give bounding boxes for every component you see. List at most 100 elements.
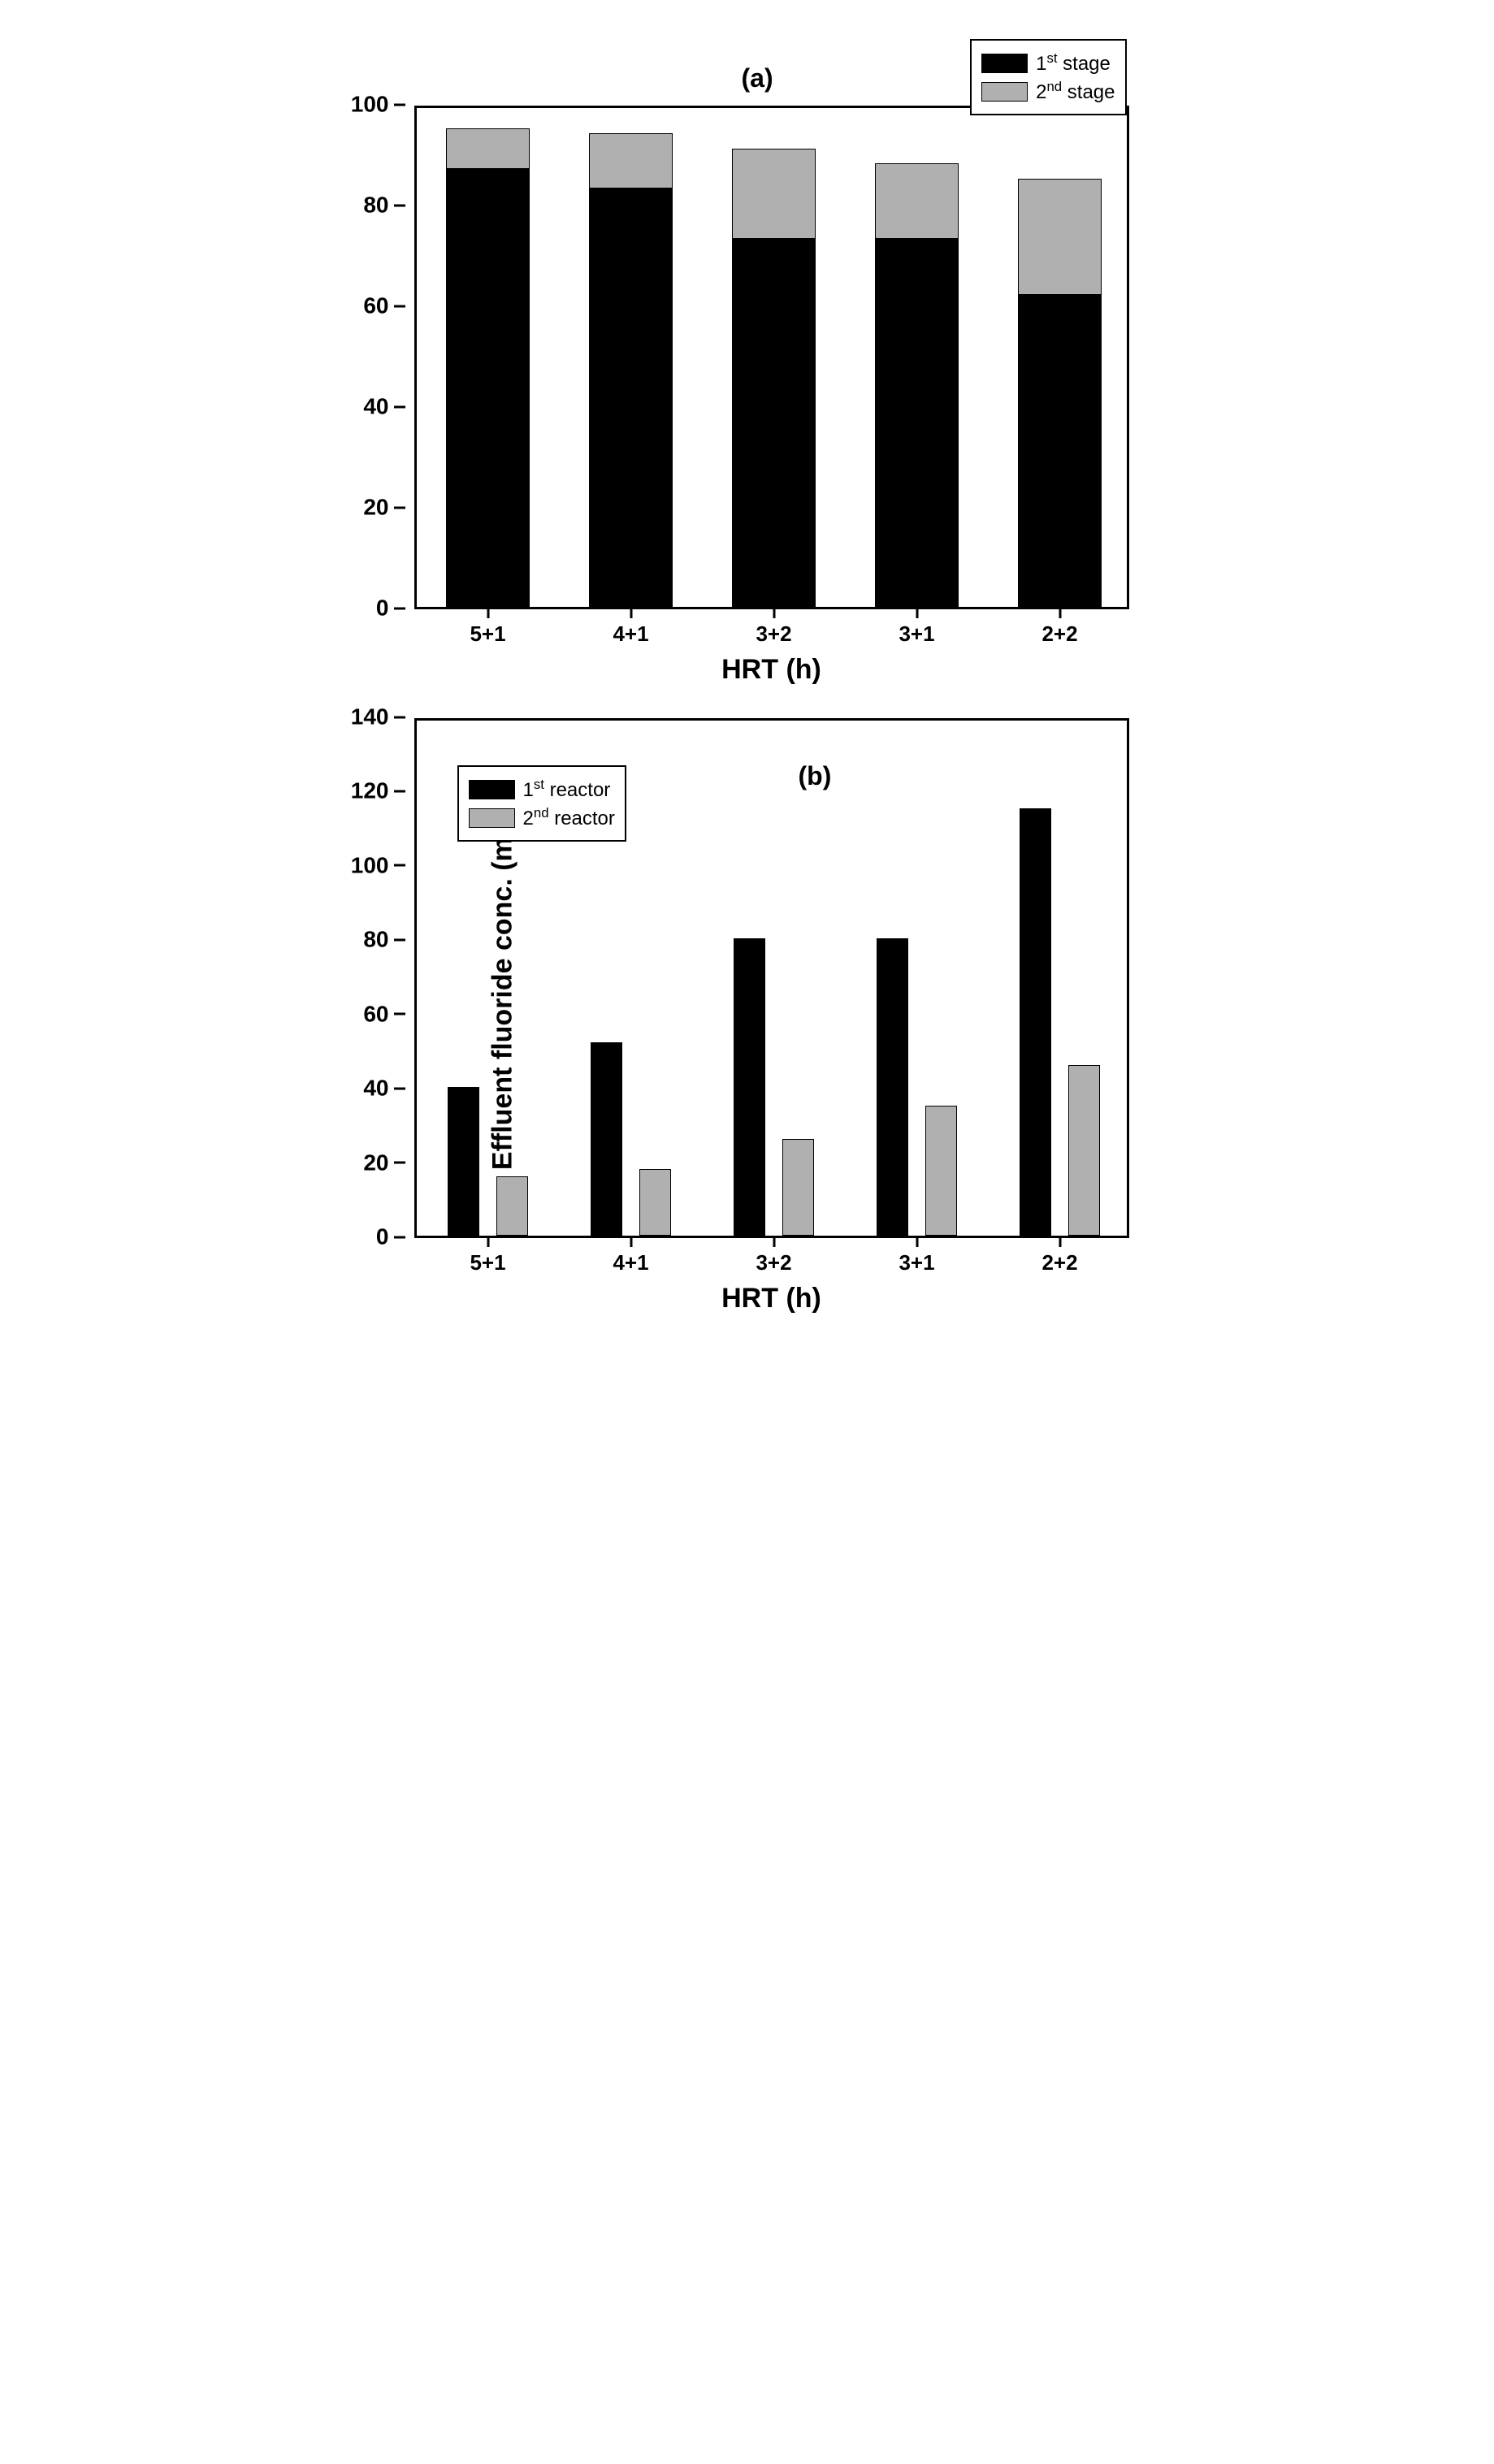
y-tick-label: 100 xyxy=(351,852,389,878)
y-tick: 40 xyxy=(394,405,405,408)
legend-label: 1st reactor xyxy=(523,777,611,802)
y-tick-mark xyxy=(394,864,405,867)
x-tick: 3+2 xyxy=(773,607,775,618)
y-tick-mark xyxy=(394,103,405,106)
x-tick: 4+1 xyxy=(630,607,632,618)
bar xyxy=(1020,808,1051,1236)
y-tick: 60 xyxy=(394,1013,405,1015)
y-tick-mark xyxy=(394,938,405,941)
plot-area-b: (b)1st reactor2nd reactor020406080100120… xyxy=(414,718,1129,1238)
y-tick-mark xyxy=(394,305,405,307)
x-tick-mark xyxy=(773,607,775,618)
y-tick-label: 60 xyxy=(363,293,388,319)
x-tick-label: 3+1 xyxy=(899,621,934,647)
x-tick-label: 5+1 xyxy=(470,621,505,647)
y-tick-mark xyxy=(394,607,405,609)
y-tick: 0 xyxy=(394,607,405,609)
y-tick: 80 xyxy=(394,938,405,941)
x-tick-label: 3+2 xyxy=(756,621,791,647)
y-tick-label: 120 xyxy=(351,778,389,804)
bar-segment xyxy=(732,239,815,607)
legend-row: 2nd stage xyxy=(981,79,1115,104)
bar-segment xyxy=(875,239,958,607)
x-tick-label: 2+2 xyxy=(1041,1250,1077,1275)
y-tick-label: 140 xyxy=(351,704,389,730)
panel-b: (b)1st reactor2nd reactor020406080100120… xyxy=(414,718,1129,1314)
x-tick-mark xyxy=(630,1236,632,1247)
bar-group xyxy=(1018,179,1101,607)
bar-group xyxy=(732,149,815,607)
y-tick-label: 0 xyxy=(376,595,389,621)
y-tick-mark xyxy=(394,716,405,718)
y-tick-label: 0 xyxy=(376,1224,389,1250)
y-tick-mark xyxy=(394,506,405,509)
x-tick-label: 4+1 xyxy=(613,1250,648,1275)
panel-title-a: (a) xyxy=(742,63,773,93)
x-tick: 3+2 xyxy=(773,1236,775,1247)
panel-a: (a)1st stage2nd stage0204060801005+14+13… xyxy=(414,106,1129,686)
y-tick-label: 80 xyxy=(363,927,388,953)
y-axis-label-b: Effluent fluoride conc. (mg/L) xyxy=(487,786,518,1170)
x-tick-mark xyxy=(487,607,489,618)
x-tick-mark xyxy=(1059,1236,1061,1247)
x-tick-label: 2+2 xyxy=(1041,621,1077,647)
x-tick-mark xyxy=(773,1236,775,1247)
y-tick: 60 xyxy=(394,305,405,307)
legend-swatch xyxy=(469,780,515,799)
x-tick-label: 3+2 xyxy=(756,1250,791,1275)
y-tick: 0 xyxy=(394,1236,405,1238)
plot-area-a: (a)1st stage2nd stage0204060801005+14+13… xyxy=(414,106,1129,609)
y-tick: 40 xyxy=(394,1087,405,1089)
legend-label: 2nd reactor xyxy=(523,805,615,830)
bar-segment xyxy=(589,133,672,188)
x-tick: 2+2 xyxy=(1059,1236,1061,1247)
y-tick-mark xyxy=(394,1013,405,1015)
bar xyxy=(591,1042,622,1236)
x-axis-label-b: HRT (h) xyxy=(414,1283,1129,1314)
bar xyxy=(496,1176,528,1236)
bar xyxy=(925,1106,957,1236)
legend-label: 2nd stage xyxy=(1036,79,1115,104)
bar-group xyxy=(875,163,958,607)
y-tick-mark xyxy=(394,405,405,408)
y-tick-mark xyxy=(394,1162,405,1164)
legend: 1st reactor 2nd reactor xyxy=(457,765,626,842)
x-tick: 5+1 xyxy=(487,1236,489,1247)
y-tick-label: 20 xyxy=(363,495,388,521)
bar-segment xyxy=(589,188,672,607)
legend: 1st stage 2nd stage xyxy=(970,39,1126,115)
y-tick: 20 xyxy=(394,506,405,509)
y-tick-label: 80 xyxy=(363,193,388,219)
bar xyxy=(448,1087,479,1236)
legend-swatch xyxy=(981,54,1028,73)
y-tick: 120 xyxy=(394,790,405,792)
x-tick-mark xyxy=(630,607,632,618)
x-axis-label-a: HRT (h) xyxy=(414,654,1129,686)
bars-a xyxy=(417,108,1127,607)
bar xyxy=(1068,1065,1100,1236)
bar-segment xyxy=(446,128,529,169)
x-tick-mark xyxy=(1059,607,1061,618)
x-tick-label: 5+1 xyxy=(470,1250,505,1275)
y-tick-mark xyxy=(394,1087,405,1089)
figure-root: (a)1st stage2nd stage0204060801005+14+13… xyxy=(301,106,1194,1314)
y-tick-label: 40 xyxy=(363,1076,388,1102)
y-tick-label: 60 xyxy=(363,1001,388,1027)
y-tick-label: 100 xyxy=(351,92,389,118)
x-tick-label: 4+1 xyxy=(613,621,648,647)
bar-segment xyxy=(732,149,815,240)
bar xyxy=(877,938,908,1236)
bar xyxy=(734,938,765,1236)
legend-swatch xyxy=(469,808,515,828)
legend-row: 1st stage xyxy=(981,50,1115,76)
bar-segment xyxy=(1018,179,1101,295)
x-tick-label: 3+1 xyxy=(899,1250,934,1275)
bar xyxy=(782,1139,814,1236)
bar-segment xyxy=(875,163,958,239)
y-tick: 100 xyxy=(394,103,405,106)
y-tick: 100 xyxy=(394,864,405,867)
y-tick: 20 xyxy=(394,1162,405,1164)
y-tick-mark xyxy=(394,790,405,792)
legend-label: 1st stage xyxy=(1036,50,1111,76)
legend-row: 2nd reactor xyxy=(469,805,615,830)
